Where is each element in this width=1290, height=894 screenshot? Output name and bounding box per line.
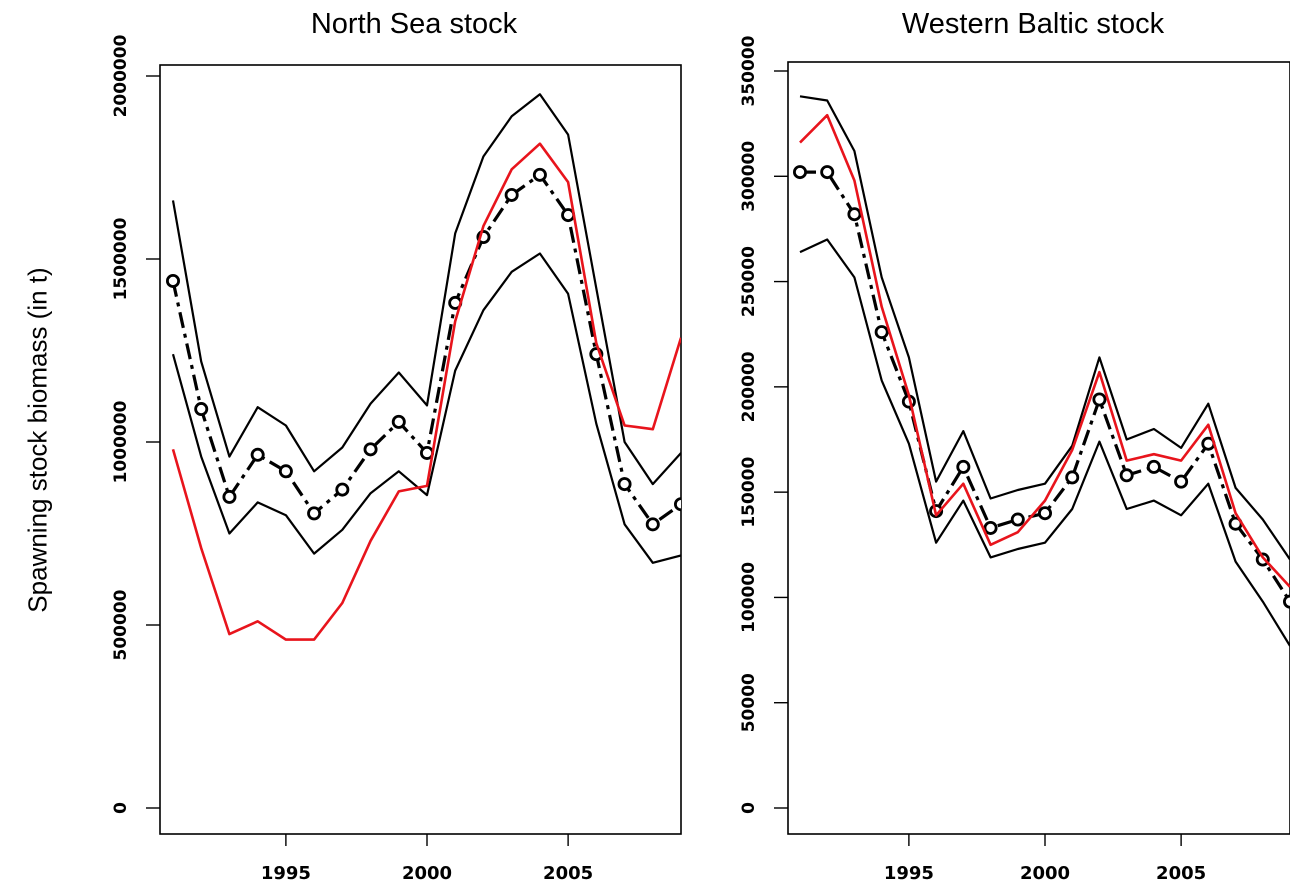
y-tick-label: 300000 — [739, 141, 759, 212]
western-baltic-title: Western Baltic stock — [901, 8, 1165, 40]
data-point-estimate — [1174, 474, 1189, 489]
series-line-upper-bound — [799, 95, 1290, 561]
plot-area — [165, 93, 681, 641]
series-line-lower-bound — [171, 252, 681, 564]
plot-frame — [159, 64, 682, 835]
y-tick-label: 150000 — [739, 456, 759, 527]
x-tick-label: 1995 — [261, 863, 311, 884]
data-point-estimate — [504, 187, 519, 202]
data-point-estimate — [645, 517, 660, 532]
x-tick-label: 2000 — [402, 863, 452, 884]
data-point-estimate — [532, 167, 547, 182]
data-point-estimate — [1038, 506, 1053, 521]
data-point-estimate — [391, 414, 406, 429]
data-point-estimate — [363, 442, 378, 457]
y-tick-label: 500000 — [111, 589, 131, 660]
data-point-estimate — [250, 447, 265, 462]
y-tick-label: 0 — [111, 802, 131, 814]
data-point-estimate — [165, 273, 180, 288]
plot-area — [793, 95, 1290, 647]
y-tick-label: 1500000 — [111, 217, 131, 300]
data-point-estimate — [983, 520, 998, 535]
data-point-estimate — [1010, 512, 1025, 527]
y-tick-label: 50000 — [739, 673, 759, 732]
y-tick-label: 0 — [739, 802, 759, 814]
data-point-estimate — [1119, 468, 1134, 483]
data-point-estimate — [222, 489, 237, 504]
x-tick-label: 2005 — [1156, 863, 1206, 884]
chart-panel-1: 0 50000 100000 150000 200000 250000 300000 3500… — [739, 35, 1290, 884]
y-tick-label: 100000 — [739, 562, 759, 633]
data-point-estimate — [847, 207, 862, 222]
y-tick-label: 2000000 — [111, 34, 131, 117]
series-line-upper-bound — [171, 93, 681, 486]
data-point-estimate — [820, 165, 835, 180]
data-point-estimate — [874, 325, 889, 340]
data-point-estimate — [956, 459, 971, 474]
north-sea-title: North Sea stock — [310, 8, 518, 40]
y-tick-label: 350000 — [739, 35, 759, 106]
x-tick-label: 2000 — [1020, 863, 1070, 884]
data-point-estimate — [1092, 392, 1107, 407]
y-tick-label: 1000000 — [111, 400, 131, 483]
y-tick-label: 200000 — [739, 351, 759, 422]
series-line-comparison — [799, 113, 1290, 588]
data-point-estimate — [335, 482, 350, 497]
data-point-estimate — [194, 402, 209, 417]
y-axis-label: Spawning stock biomass (in t) — [22, 267, 53, 613]
data-point-estimate — [278, 464, 293, 479]
series-line-comparison — [171, 142, 681, 641]
x-tick-label: 1995 — [884, 863, 934, 884]
series-line-estimate — [171, 172, 681, 527]
y-tick-label: 250000 — [739, 246, 759, 317]
data-point-estimate — [1065, 470, 1080, 485]
data-point-estimate — [1146, 459, 1161, 474]
data-point-estimate — [1283, 594, 1290, 609]
data-point-estimate — [307, 506, 322, 521]
x-tick-label: 2005 — [543, 863, 593, 884]
plot-frame — [787, 61, 1290, 835]
data-point-estimate — [674, 497, 681, 512]
series-line-lower-bound — [799, 238, 1290, 647]
data-point-estimate — [793, 165, 808, 180]
data-point-estimate — [617, 477, 632, 492]
chart-panel-0: 0 500000 1000000 1500000 2000000 1995 2000 2005 — [111, 34, 682, 884]
